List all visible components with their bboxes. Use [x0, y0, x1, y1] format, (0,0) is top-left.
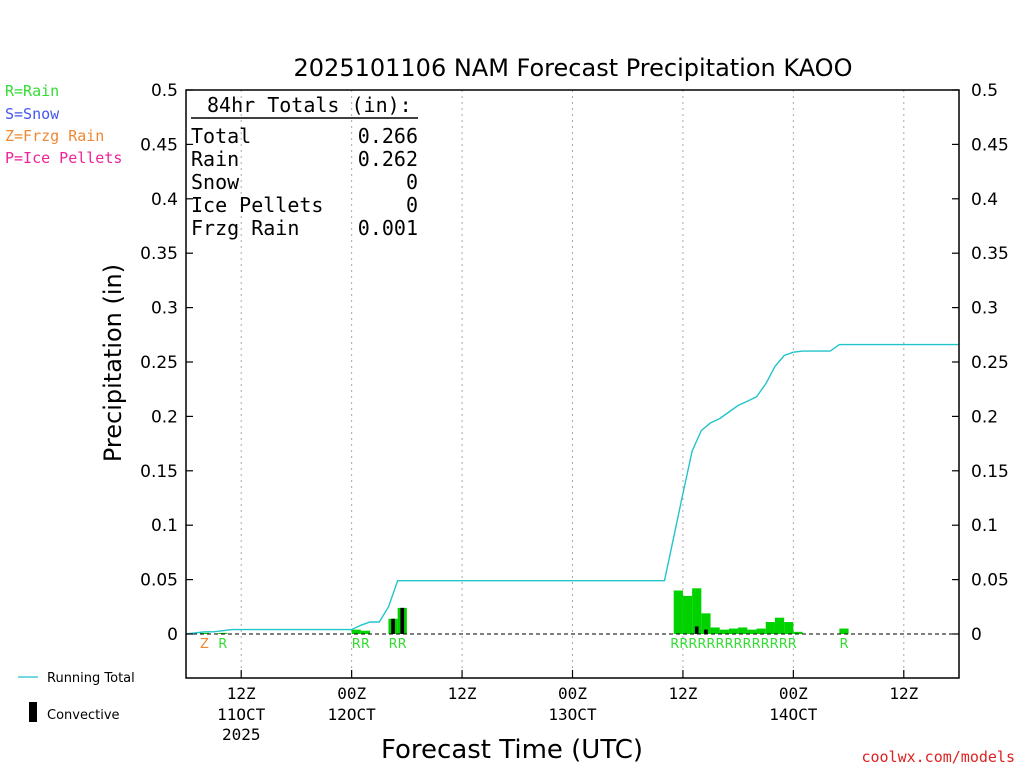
totals-row-value: 0.262 — [358, 147, 418, 171]
x-tick-date: 12OCT — [328, 705, 377, 724]
y-tick-label-right: 0.4 — [971, 190, 998, 210]
totals-row-label: Total — [191, 124, 251, 148]
bar-type-label: RR — [389, 637, 407, 652]
y-tick-label-left: 0.3 — [151, 299, 178, 319]
precip-bar — [218, 632, 228, 634]
y-tick-label-right: 0 — [971, 625, 982, 645]
y-tick-label-left: 0.25 — [140, 353, 178, 373]
x-tick-date: 13OCT — [548, 705, 597, 724]
y-tick-label-right: 0.5 — [971, 81, 998, 101]
running-total-line — [185, 343, 959, 635]
y-tick-label-right: 0.25 — [971, 353, 1009, 373]
legend-freezing-rain: Z=Frzg Rain — [5, 127, 104, 145]
y-tick-label-left: 0.35 — [140, 244, 178, 264]
convective-bar — [391, 618, 395, 634]
bar-type-labels: Z R RR RR RRRRRRRRRRRRRR R — [200, 637, 849, 652]
x-tick-label: 12Z — [448, 684, 477, 703]
y-tick-label-right: 0.2 — [971, 407, 998, 427]
y-axis-left: 0 0.05 0.1 0.15 0.2 0.25 0.3 0.35 0.4 0.45 0.5 — [140, 81, 193, 645]
y-tick-label-right: 0.3 — [971, 299, 998, 319]
convective-bars — [391, 607, 708, 634]
precip-bar — [765, 622, 775, 634]
y-tick-label-right: 0.35 — [971, 244, 1009, 264]
bar-type-label: RRRRRRRRRRRRRR — [670, 637, 796, 652]
x-tick-label: 12Z — [668, 684, 697, 703]
totals-rows: Total 0.266 Rain 0.262 Snow 0 Ice Pellets 0 Frzg… — [191, 124, 418, 240]
x-tick-label: 12Z — [227, 684, 256, 703]
y-tick-label-left: 0.2 — [151, 407, 178, 427]
chart-title: 2025101106 NAM Forecast Precipitation KA… — [294, 54, 853, 82]
totals-row-value: 0.266 — [358, 124, 418, 148]
precip-bar — [728, 628, 739, 634]
precip-bar — [793, 631, 803, 634]
totals-row-label: Ice Pellets — [191, 193, 323, 217]
x-axis-label: Forecast Time (UTC) — [381, 735, 643, 765]
y-axis-label: Precipitation (in) — [99, 264, 127, 462]
y-tick-label-left: 0.4 — [151, 190, 178, 210]
precip-bar — [784, 622, 794, 634]
x-tick-date: 14OCT — [769, 705, 818, 724]
convective-bar — [694, 626, 699, 634]
precip-bar — [756, 628, 766, 634]
totals-row-label: Rain — [191, 147, 239, 171]
precip-bar — [351, 629, 361, 634]
y-tick-label-left: 0.15 — [140, 462, 178, 482]
precip-bar — [360, 630, 371, 634]
y-axis-right: 0 0.05 0.1 0.15 0.2 0.25 0.3 0.35 0.4 0.45 0.5 — [952, 81, 1009, 645]
grid-lines — [240, 90, 905, 678]
y-tick-label-left: 0.1 — [151, 516, 178, 536]
totals-header: 84hr Totals (in): — [207, 93, 412, 117]
totals-row-value: 0.001 — [358, 216, 418, 240]
precip-bar — [719, 629, 729, 634]
precip-bar — [692, 588, 702, 634]
y-tick-label-right: 0.15 — [971, 462, 1009, 482]
convective-bar — [400, 607, 405, 634]
y-tick-label-right: 0.1 — [971, 516, 998, 536]
y-tick-label-left: 0.45 — [140, 135, 178, 155]
y-tick-label-left: 0.05 — [140, 571, 178, 591]
x-tick-year: 2025 — [222, 725, 261, 744]
bar-type-label: R — [839, 637, 848, 652]
totals-box: 84hr Totals (in): Total 0.266 Rain 0.262 Sno… — [191, 93, 418, 240]
precip-bar — [199, 632, 210, 634]
totals-row-label: Frzg Rain — [191, 216, 299, 240]
legend-convective-swatch — [29, 702, 37, 722]
bar-type-label: Z — [200, 637, 209, 652]
bar-type-label: R — [218, 637, 227, 652]
precip-bar — [774, 617, 785, 634]
precip-bar — [710, 627, 720, 634]
series-legend: Running Total Convective — [18, 671, 135, 723]
credit-text: coolwx.com/models — [861, 748, 1015, 766]
legend-ice-pellets: P=Ice Pellets — [5, 149, 122, 167]
totals-row-value: 0 — [406, 193, 418, 217]
precip-bar — [701, 613, 711, 634]
legend-running-total-label: Running Total — [47, 671, 135, 686]
precip-bar — [747, 629, 757, 634]
precip-bar — [673, 590, 683, 634]
legend-convective-label: Convective — [47, 708, 120, 723]
totals-row-value: 0 — [406, 170, 418, 194]
y-tick-label-right: 0.05 — [971, 571, 1009, 591]
y-tick-label-left: 0.5 — [151, 81, 178, 101]
y-tick-label-left: 0 — [167, 625, 178, 645]
precip-bar — [839, 628, 849, 634]
x-tick-label: 12Z — [889, 684, 918, 703]
legend-rain: R=Rain — [5, 82, 59, 100]
x-tick-label: 00Z — [558, 684, 587, 703]
legend-snow: S=Snow — [5, 105, 60, 123]
precip-bar — [738, 627, 748, 634]
type-legend: R=Rain S=Snow Z=Frzg Rain P=Ice Pellets — [5, 82, 122, 167]
convective-bar — [704, 629, 708, 634]
x-tick-label: 00Z — [779, 684, 808, 703]
precip-bar — [682, 595, 693, 634]
y-tick-label-right: 0.45 — [971, 135, 1009, 155]
totals-row-label: Snow — [191, 170, 240, 194]
x-tick-label: 00Z — [337, 684, 366, 703]
bar-type-label: RR — [352, 637, 370, 652]
x-tick-date: 11OCT — [217, 705, 266, 724]
